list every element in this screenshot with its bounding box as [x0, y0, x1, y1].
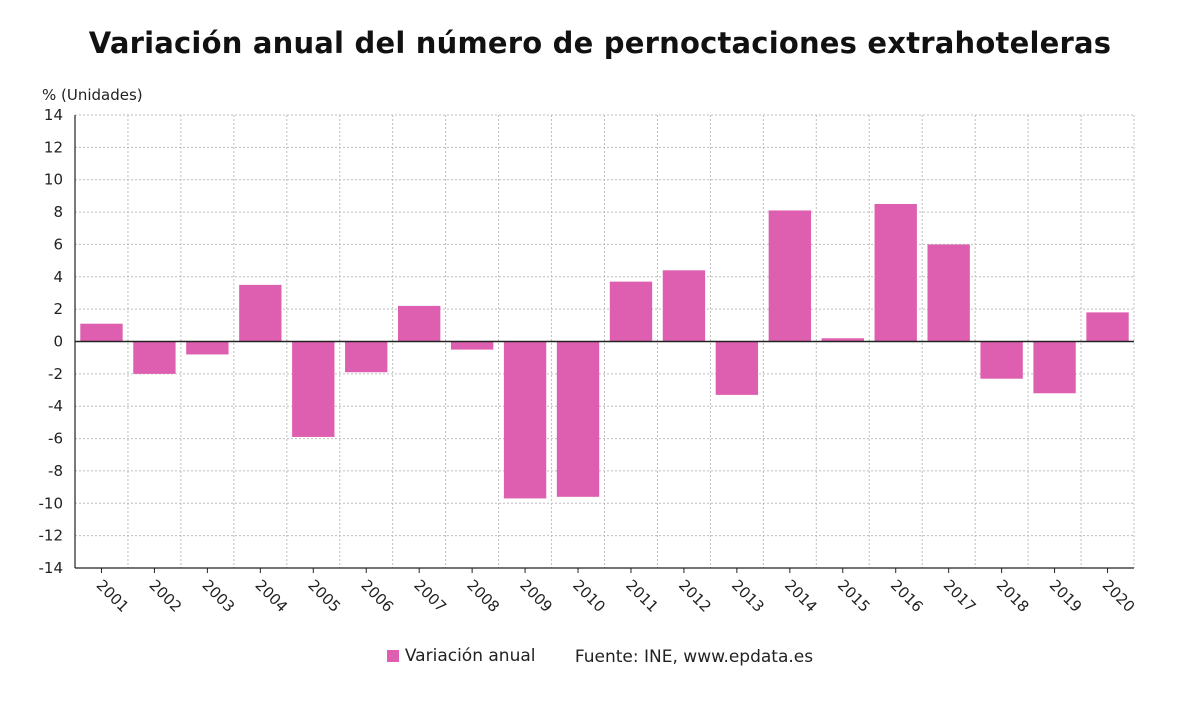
- bar-2016: [874, 203, 917, 342]
- x-tick-label: 2016: [887, 576, 927, 616]
- x-tick-label: 2005: [304, 576, 344, 616]
- bar-2019: [1033, 341, 1076, 394]
- y-tick-labels: 14 12 10 8 6 4 2 0 -2 -4 -6 -8 -10 -12 -14: [39, 106, 64, 577]
- y-axis-label: % (Unidades): [42, 86, 143, 104]
- x-tick-label: 2018: [993, 576, 1033, 616]
- bar-2015: [821, 338, 864, 342]
- bar-2014: [768, 210, 812, 342]
- bar-2017: [927, 244, 970, 342]
- y-tick-label: -4: [48, 397, 63, 415]
- y-tick-label: -8: [48, 462, 63, 480]
- x-tick-label: 2012: [675, 576, 715, 616]
- bar-2007: [397, 305, 441, 342]
- y-tick-label: 12: [44, 138, 63, 156]
- bars: [80, 203, 1129, 499]
- bar-2018: [980, 341, 1023, 379]
- bar-2011: [609, 281, 653, 342]
- x-tick-label: 2017: [940, 576, 980, 616]
- bar-2013: [715, 341, 759, 395]
- chart-title: Variación anual del número de pernoctaci…: [88, 26, 1112, 60]
- x-tick-label: 2011: [622, 576, 662, 616]
- y-tick-label: -2: [48, 365, 63, 383]
- x-tick-label: 2006: [357, 576, 397, 616]
- bar-2020: [1086, 312, 1129, 342]
- x-tick-label: 2020: [1099, 576, 1139, 616]
- bar-2001: [80, 323, 123, 342]
- x-tick-label: 2007: [410, 576, 450, 616]
- bar-2010: [556, 341, 600, 497]
- bar-2008: [450, 341, 494, 350]
- bar-2005: [292, 341, 335, 437]
- axes: [74, 115, 1134, 573]
- y-tick-label: 14: [44, 106, 63, 124]
- x-tick-label: 2002: [146, 576, 186, 616]
- x-tick-label: 2009: [516, 576, 556, 616]
- source-note: Fuente: INE, www.epdata.es: [574, 647, 814, 667]
- y-tick-label: 6: [53, 235, 63, 253]
- x-tick-label: 2001: [93, 576, 133, 616]
- x-tick-label: 2003: [199, 576, 239, 616]
- bar-2009: [503, 341, 547, 499]
- x-tick-label: 2015: [834, 576, 874, 616]
- x-tick-label: 2010: [569, 576, 609, 616]
- legend: Variación anual Fuente: INE, www.epdata.…: [0, 646, 1200, 667]
- legend-item: Variación anual: [386, 646, 536, 666]
- bar-2003: [186, 341, 229, 355]
- bar-2002: [133, 341, 176, 374]
- x-tick-label: 2008: [463, 576, 503, 616]
- bar-2006: [345, 341, 388, 373]
- x-tick-label: 2014: [781, 576, 821, 616]
- y-tick-label: 8: [53, 203, 63, 221]
- x-tick-label: 2019: [1046, 576, 1086, 616]
- y-tick-label: 10: [44, 171, 63, 189]
- bar-2004: [239, 284, 282, 342]
- legend-label: Variación anual: [404, 646, 536, 666]
- y-tick-label: -10: [39, 494, 64, 512]
- x-tick-labels: 2001 2002 2003 2004 2005 2006 2007 2008 2009 2010…: [93, 576, 1139, 616]
- legend-swatch: [386, 650, 399, 662]
- y-tick-label: -6: [48, 430, 63, 448]
- y-tick-label: 2: [53, 300, 63, 318]
- y-tick-label: 0: [53, 333, 63, 351]
- y-tick-label: 4: [53, 268, 63, 286]
- y-tick-label: -14: [39, 559, 64, 577]
- x-tick-label: 2004: [251, 576, 291, 616]
- bar-2012: [662, 270, 706, 342]
- x-tick-label: 2013: [728, 576, 768, 616]
- y-tick-label: -12: [39, 527, 64, 545]
